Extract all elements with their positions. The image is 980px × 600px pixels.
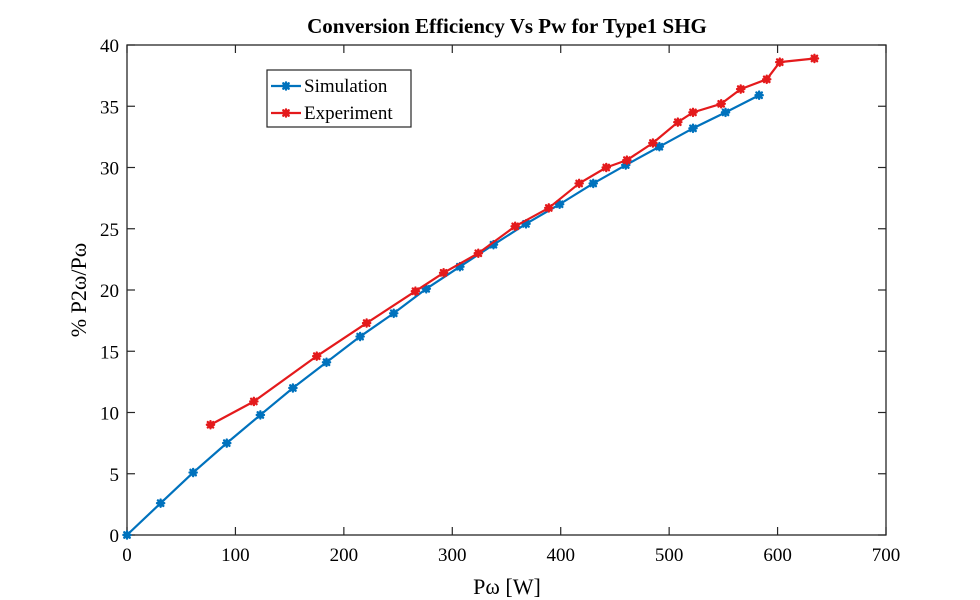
experiment-point bbox=[410, 286, 421, 297]
series-experiment bbox=[205, 53, 820, 430]
simulation-point bbox=[588, 178, 599, 189]
y-axis-label: % P2ω/Pω bbox=[66, 243, 91, 337]
y-tick-label: 35 bbox=[100, 97, 119, 118]
legend-item-experiment: Experiment bbox=[271, 103, 393, 124]
legend-label: Simulation bbox=[304, 76, 388, 97]
y-tick-label: 30 bbox=[100, 159, 119, 180]
experiment-point bbox=[735, 84, 746, 94]
simulation-point bbox=[688, 123, 698, 134]
x-tick-label: 700 bbox=[872, 545, 901, 566]
x-tick-label: 600 bbox=[763, 545, 792, 566]
simulation-point bbox=[554, 199, 565, 210]
experiment-point bbox=[473, 248, 484, 259]
experiment-point bbox=[673, 117, 683, 127]
simulation-point bbox=[155, 498, 166, 508]
legend: Simulation Experiment bbox=[266, 69, 412, 128]
simulation-point bbox=[620, 160, 631, 170]
simulation-point bbox=[421, 283, 432, 294]
experiment-point bbox=[438, 268, 449, 278]
simulation-point bbox=[388, 308, 399, 319]
experiment-point bbox=[648, 138, 658, 148]
experiment-point bbox=[574, 178, 584, 189]
experiment-point bbox=[311, 351, 322, 361]
x-tick-label: 300 bbox=[438, 545, 467, 566]
x-tick-label: 100 bbox=[221, 545, 250, 566]
simulation-point bbox=[488, 239, 499, 250]
y-tick-label: 25 bbox=[100, 220, 119, 241]
series-layer bbox=[122, 53, 820, 540]
experiment-point bbox=[510, 221, 520, 232]
legend-box bbox=[266, 69, 412, 128]
simulation-point bbox=[255, 410, 266, 420]
simulation-point bbox=[754, 90, 764, 101]
y-tick-label: 20 bbox=[100, 281, 119, 302]
legend-item-simulation: Simulation bbox=[271, 76, 388, 97]
x-tick-label: 500 bbox=[655, 545, 684, 566]
series-simulation bbox=[122, 90, 764, 540]
y-axis: 0 5 10 15 20 25 30 35 40 bbox=[100, 36, 886, 547]
simulation-point bbox=[188, 467, 198, 478]
x-tick-label: 0 bbox=[122, 545, 132, 566]
plot-area bbox=[126, 44, 887, 536]
legend-marker bbox=[281, 108, 291, 118]
y-tick-label: 5 bbox=[110, 465, 120, 486]
experiment-point bbox=[761, 74, 772, 85]
x-tick-label: 400 bbox=[546, 545, 575, 566]
experiment-point bbox=[543, 203, 554, 213]
y-tick-label: 40 bbox=[100, 36, 119, 57]
experiment-point bbox=[205, 419, 216, 430]
y-tick-label: 0 bbox=[110, 526, 120, 547]
simulation-point bbox=[654, 141, 665, 152]
experiment-point bbox=[622, 155, 632, 165]
experiment-point bbox=[688, 107, 698, 118]
chart-title: Conversion Efficiency Vs Pw for Type1 SH… bbox=[307, 14, 707, 38]
y-tick-label: 10 bbox=[100, 404, 119, 425]
simulation-point bbox=[455, 261, 465, 272]
simulation-point bbox=[221, 438, 232, 448]
simulation-point bbox=[355, 331, 365, 342]
plot-frame bbox=[126, 44, 887, 536]
experiment-point bbox=[601, 162, 612, 173]
x-axis: 0 100 200 300 400 500 600 700 bbox=[122, 45, 900, 566]
experiment-point bbox=[361, 318, 372, 328]
x-tick-label: 200 bbox=[330, 545, 359, 566]
experiment-point bbox=[716, 99, 726, 109]
simulation-point bbox=[720, 107, 731, 118]
simulation-point bbox=[521, 219, 531, 229]
legend-label: Experiment bbox=[304, 103, 393, 124]
simulation-line bbox=[126, 94, 760, 536]
legend-marker bbox=[281, 81, 291, 91]
experiment-point bbox=[774, 57, 785, 67]
experiment-point bbox=[249, 396, 259, 407]
y-tick-label: 15 bbox=[100, 342, 119, 363]
x-axis-label: Pω [W] bbox=[473, 574, 541, 599]
simulation-point bbox=[288, 383, 298, 393]
experiment-point bbox=[809, 53, 820, 64]
simulation-point bbox=[321, 357, 332, 368]
simulation-point bbox=[122, 530, 132, 540]
